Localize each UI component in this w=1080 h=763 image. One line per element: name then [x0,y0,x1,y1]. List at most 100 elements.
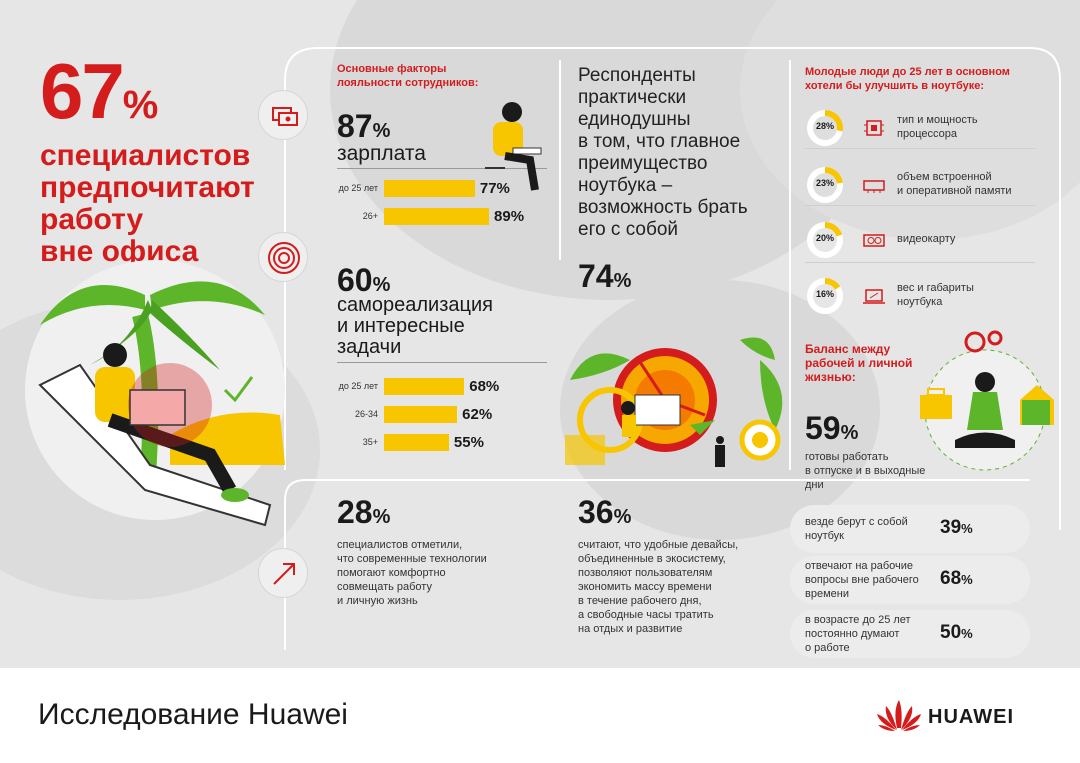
stat-pill-text-line: времени [805,588,849,600]
person-with-laptop-illustration [485,102,542,191]
huawei-logo-icon [877,700,921,731]
self-label-line: и интересные [337,315,465,337]
gpu-icon [862,228,886,257]
time-management-illustration [565,337,783,467]
donut-description-line: ноутбука [897,296,943,308]
tech-text-line: специалистов отметили, [337,539,463,551]
cpu-icon [862,116,886,145]
donut-value-label: 23% [815,178,834,188]
stat-pill [790,610,1030,658]
bar-category-label: 35+ [362,437,378,447]
bar [384,406,458,423]
eco-text-line: позволяют пользователям [578,567,713,579]
self-label-line: задачи [337,336,402,358]
donut-description-line: видеокарту [897,233,956,245]
headline-line: предпочитают [40,171,255,204]
headline-line: специалистов [40,139,251,172]
balance-text-line: в отпуске и в выходные [805,465,926,477]
tech-text: специалистов отметили, что современные т… [337,538,487,608]
headline-line: работу [40,203,144,236]
donut-chart: 20% [807,222,843,258]
donut-value-label: 16% [815,289,834,299]
donut-description: вес и габариты ноутбука [897,281,974,309]
stat-pill-text-line: о работе [805,642,850,654]
donut-slice [807,278,843,314]
donut-slice [807,110,843,146]
stat-pill-text-line: вопросы вне рабочего [805,574,919,586]
money-icon [258,90,308,140]
bar [384,180,475,197]
headline-percentage: 67% [40,47,159,135]
respondents-line: практически [578,87,687,108]
tech-text-line: и личную жизнь [337,595,418,607]
bar-value-label: 77% [479,180,510,197]
stat-pill-text: в возрасте до 25 лет постоянно думают о ра… [805,613,911,655]
respondents-line: единодушны [578,109,691,130]
stat-pill-value: 68% [940,568,973,589]
donut-value-label: 20% [815,233,834,243]
list-divider [805,148,1035,149]
tech-text-line: помогают комфортно [337,567,446,579]
balance-title: Баланс между рабочей и личной жизнью: [805,342,912,384]
loyalty-title-line: Основные факторы [337,63,447,75]
stat-pill-value: 39% [940,517,973,538]
donut-description-line: вес и габариты [897,282,974,294]
bar-value-label: 89% [494,208,525,225]
donut-chart: 23% [807,167,843,203]
balance-percentage: 59% [805,410,859,446]
bar-value-label: 62% [462,406,493,423]
meditation-illustration [920,330,1054,471]
remote-work-illustration [25,260,285,527]
donut-value-label: 28% [815,121,834,131]
tech-text-line: совмещать работу [337,581,432,593]
respondents-line: его с собой [578,219,679,240]
self-divider [337,362,547,363]
balance-title-line: Баланс между [805,342,891,356]
donut-chart: 28% [807,110,843,146]
balance-text-line: дни [805,479,824,491]
respondents-percentage: 74% [578,258,632,294]
balance-title-line: рабочей и личной [805,356,913,370]
donut-description: объем встроенной и оперативной памяти [897,170,1012,198]
list-divider [805,205,1035,206]
bar-category-label: до 25 лет [338,183,378,193]
salary-label: зарплата [337,142,426,165]
balance-text: готовы работать в отпуске и в выходные д… [805,450,925,492]
laptop-icon [862,284,886,313]
donut-description: видеокарту [897,232,955,246]
balance-text-line: готовы работать [805,451,889,463]
bar-value-label: 55% [453,434,484,451]
respondents-line: ноутбука – [578,175,673,196]
respondents-line: в том, что главное [578,131,741,152]
list-divider [805,262,1035,263]
bar-category-label: 26+ [362,211,378,221]
eco-text-line: в течение рабочего дня, [578,595,702,607]
eco-text-line: считают, что удобные девайсы, [578,539,739,551]
tech-text-line: что современные технологии [337,553,487,565]
stat-pill-text-line: постоянно думают [805,628,900,640]
eco-text-line: на отдых и развитие [578,623,683,635]
bar [384,208,490,225]
bar-value-label: 68% [469,378,500,395]
respondents-text: Респонденты практически единодушны в том… [578,65,748,241]
young-title-line: Молодые люди до 25 лет в основном [805,66,1010,78]
salary-divider [337,168,547,169]
stat-pill [790,556,1030,604]
salary-percentage: 87% [337,108,391,144]
respondents-line: возможность брать [578,197,748,218]
bar-category-label: до 25 лет [338,381,378,391]
stat-pill-text-line: везде берут с собой [805,516,908,528]
respondents-line: преимущество [578,153,708,174]
young-title-line: хотели бы улучшить в ноутбуке: [805,80,985,92]
bar [384,434,449,451]
young-title: Молодые люди до 25 лет в основном хотели… [805,65,1010,93]
loyalty-title: Основные факторы лояльности сотрудников: [337,62,478,90]
stat-pill-text-line: в возрасте до 25 лет [805,614,911,626]
loyalty-title-line: лояльности сотрудников: [337,77,479,89]
huawei-wordmark: HUAWEI [928,706,1014,728]
stat-pill-text: отвечают на рабочие вопросы вне рабочего в… [805,559,919,601]
stat-pill-text-line: отвечают на рабочие [805,560,913,572]
donut-description: тип и мощность процессора [897,113,978,141]
headline-text: специалистов предпочитают работу вне офи… [40,140,255,268]
footer-title: Исследование Huawei [38,698,348,731]
